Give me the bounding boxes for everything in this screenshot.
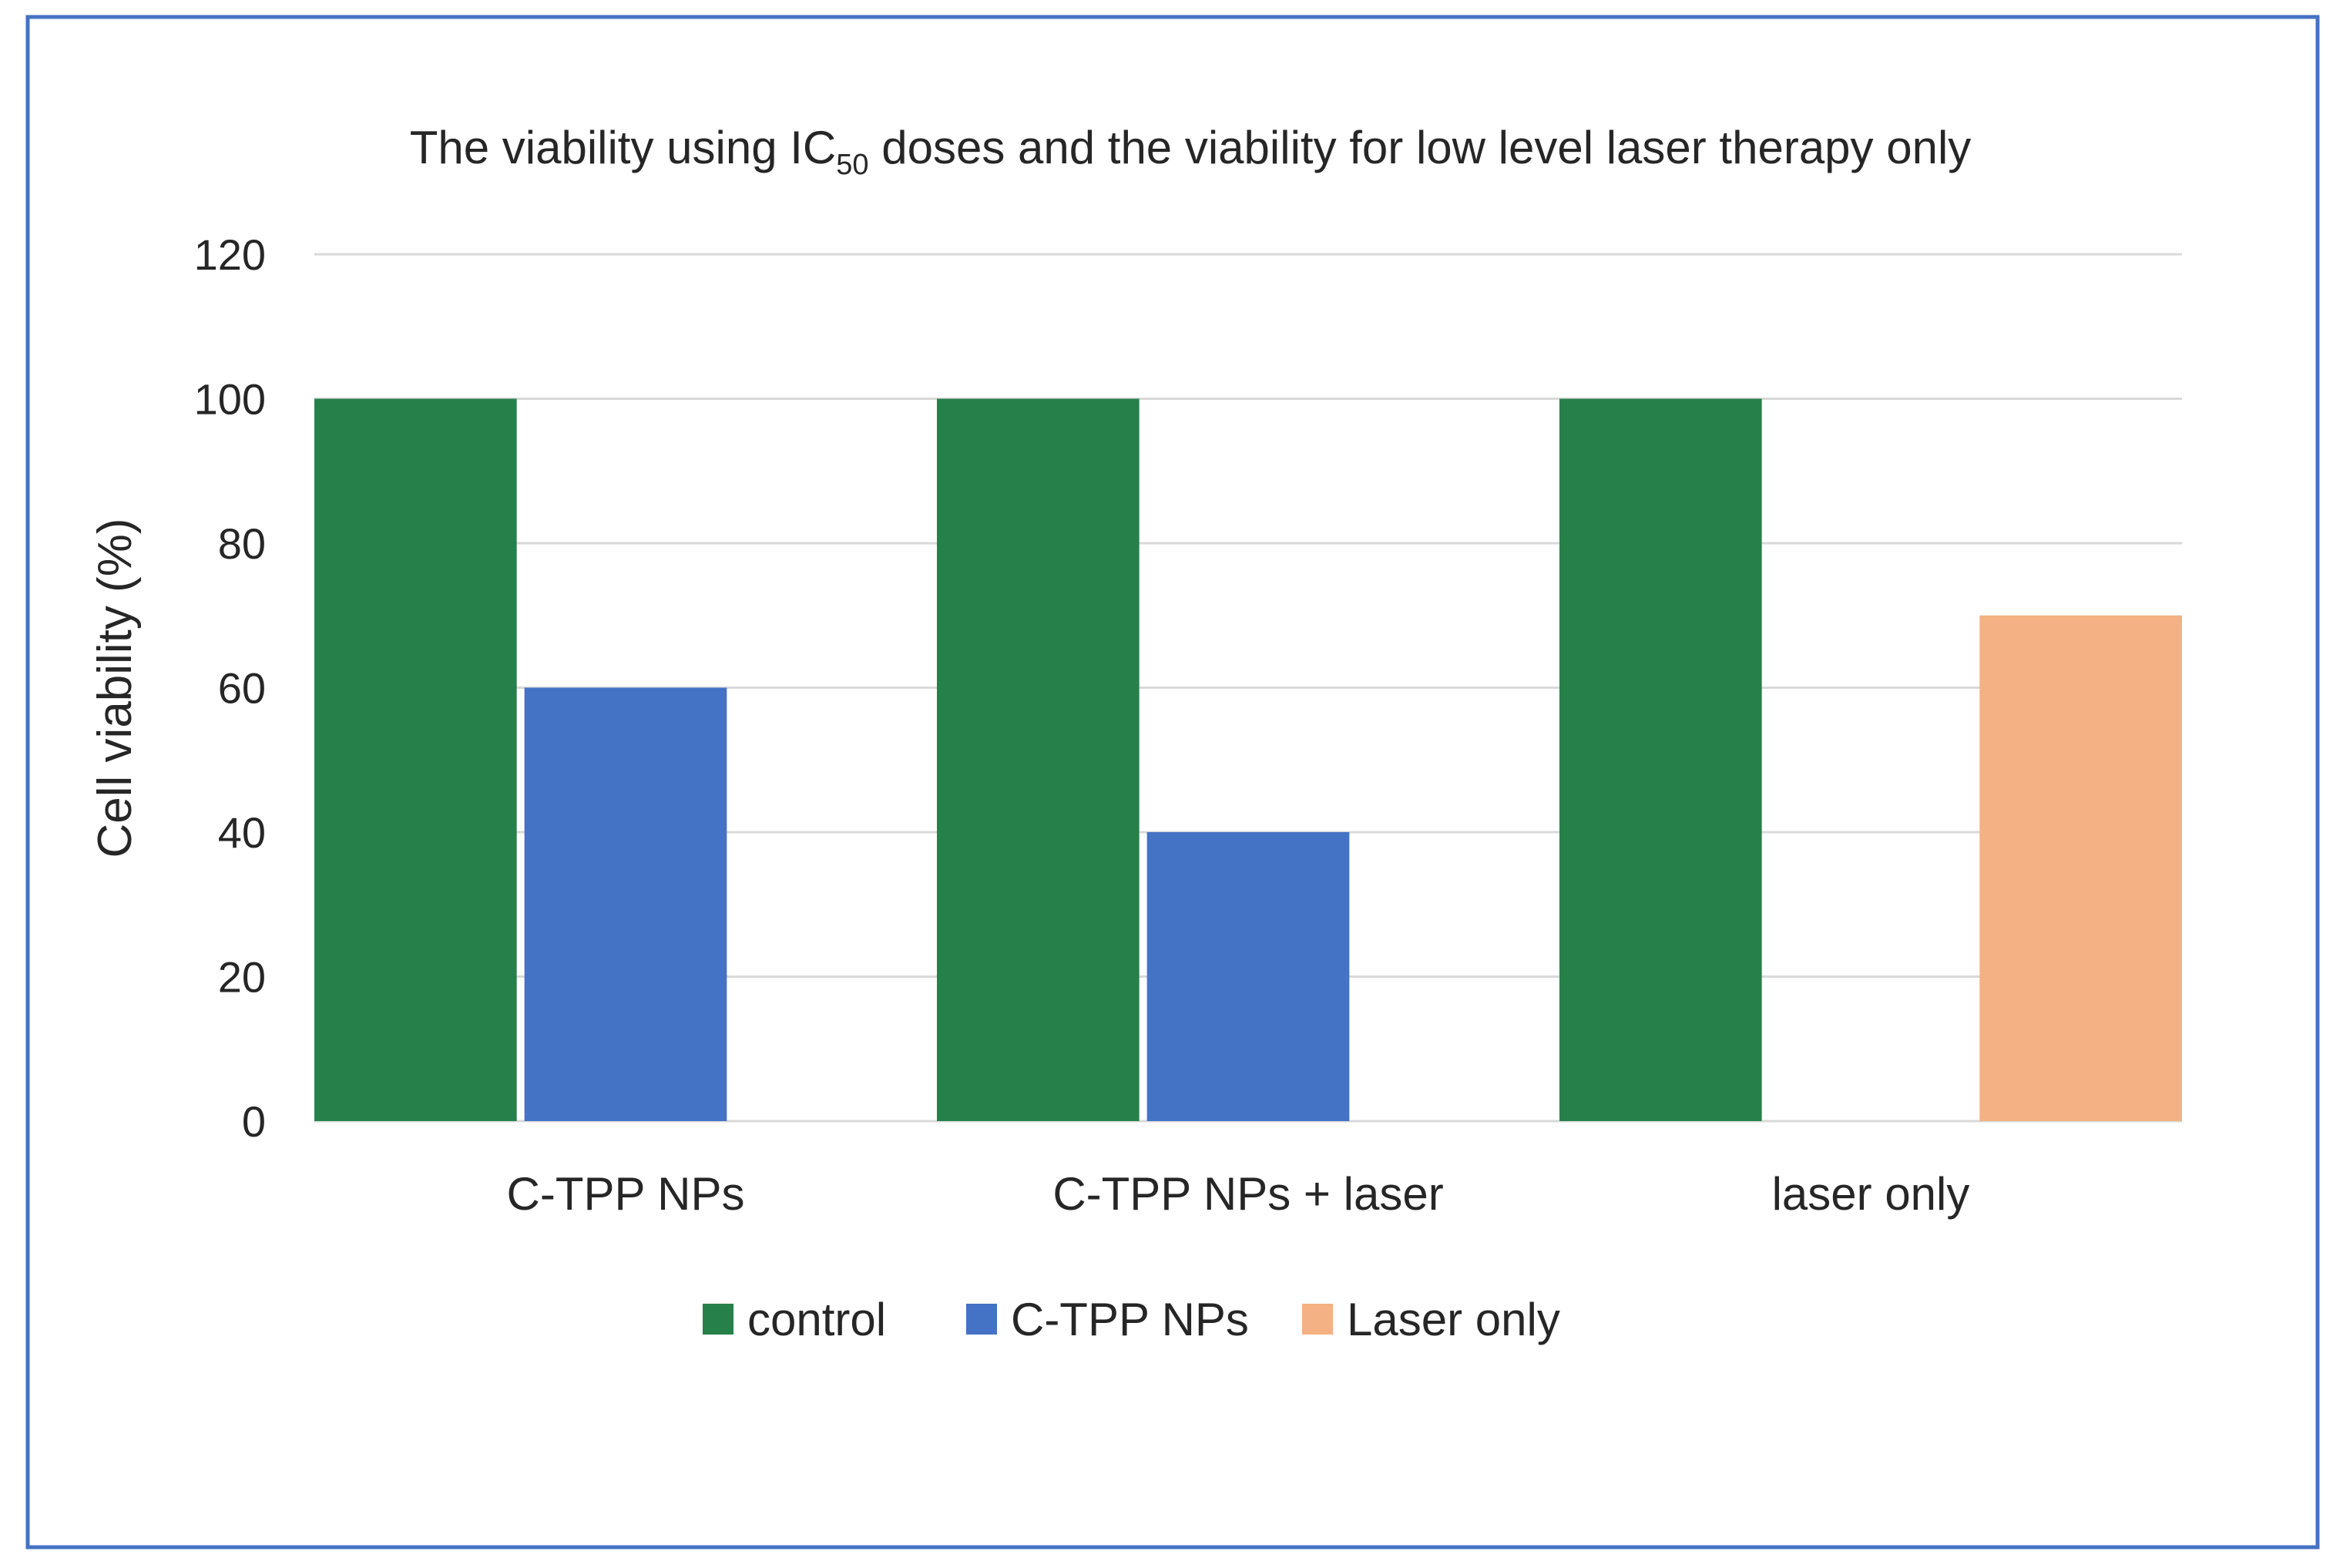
x-category-label: C-TPP NPs — [507, 1168, 745, 1220]
legend-label: Laser only — [1347, 1294, 1560, 1345]
bar-control-1 — [314, 398, 517, 1121]
chart-title-prefix: The viability using IC — [410, 122, 837, 173]
legend-swatch — [1302, 1304, 1333, 1335]
chart-title: The viability using IC50 doses and the v… — [410, 122, 1972, 181]
chart-title-subscript: 50 — [836, 149, 868, 181]
y-axis-label: Cell viability (%) — [89, 519, 142, 858]
y-axis-ticks: 0 20 40 60 80 100 120 — [194, 230, 266, 1146]
bar-c-tpp-nps-2 — [1146, 832, 1350, 1121]
chart-title-suffix: doses and the viability for low level la… — [869, 122, 1972, 173]
y-tick-label: 20 — [218, 953, 266, 1002]
legend-label: C-TPP NPs — [1011, 1294, 1249, 1345]
legend-swatch — [703, 1304, 733, 1335]
bar-control-3 — [1559, 398, 1762, 1121]
legend-swatch — [966, 1304, 997, 1335]
chart-frame — [25, 15, 2320, 1550]
bar-control-2 — [937, 398, 1140, 1121]
y-tick-label: 80 — [218, 519, 266, 568]
x-axis-categories: C-TPP NPs C-TPP NPs + laser laser only — [507, 1168, 1970, 1220]
y-tick-label: 100 — [194, 375, 266, 424]
x-category-label: C-TPP NPs + laser — [1052, 1168, 1443, 1220]
x-category-label: laser only — [1772, 1168, 1970, 1220]
bars — [314, 398, 2182, 1121]
y-tick-label: 0 — [242, 1097, 266, 1146]
legend-label: control — [747, 1294, 886, 1345]
y-tick-label: 120 — [194, 230, 266, 279]
y-tick-label: 40 — [218, 808, 266, 857]
legend: control C-TPP NPs Laser only — [703, 1294, 1560, 1345]
bar-c-tpp-nps-1 — [524, 687, 727, 1121]
y-tick-label: 60 — [218, 664, 266, 713]
bar-laser-only-3 — [1979, 615, 2182, 1121]
